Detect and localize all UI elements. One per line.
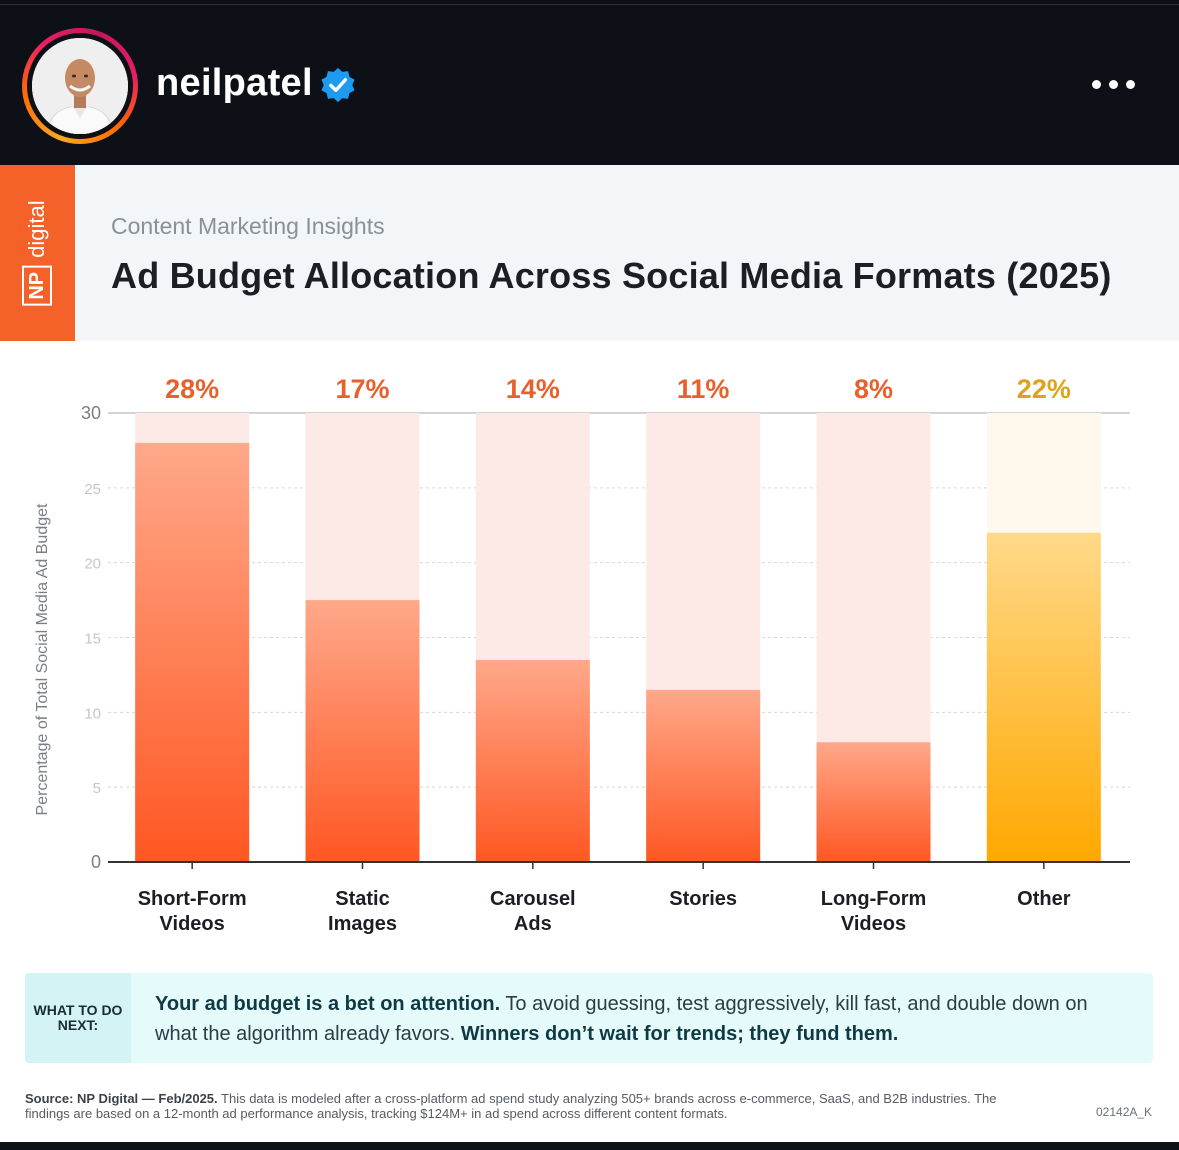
callout-bold-1: Your ad budget is a bet on attention. — [155, 993, 501, 1015]
source-bold: Source: NP Digital — Feb/2025. — [25, 1091, 218, 1106]
chart-subtitle: Content Marketing Insights — [111, 213, 385, 239]
x-tick-label: Images — [328, 913, 397, 935]
y-tick-label: 0 — [91, 852, 101, 872]
story-ring[interactable] — [22, 28, 138, 144]
infographic-card: NP digital Content Marketing Insights Ad… — [0, 165, 1179, 1142]
data-label: 22% — [1017, 374, 1071, 404]
data-label: 14% — [506, 374, 560, 404]
source-text: This data is modeled after a cross-platf… — [25, 1091, 997, 1121]
callout-bold-2: Winners don’t wait for trends; they fund… — [460, 1023, 899, 1045]
bar — [305, 600, 420, 862]
y-axis-label: Percentage of Total Social Media Ad Budg… — [34, 503, 51, 815]
callout-body: To avoid guessing, test aggressively, ki… — [155, 993, 1088, 1045]
bar-chart-svg: 0 5 10 15 20 25 30 Percentage of Total Social M… — [34, 374, 1130, 935]
post-header: neilpatel — [0, 0, 1179, 165]
x-tick-label: Videos — [160, 913, 225, 935]
infographic-header: NP digital Content Marketing Insights Ad… — [0, 165, 1179, 341]
data-label: 11% — [677, 374, 730, 404]
y-tick-label: 20 — [84, 556, 101, 573]
avatar[interactable] — [32, 38, 128, 134]
y-tick-label: 30 — [81, 403, 101, 423]
data-label: 28% — [165, 374, 219, 404]
x-tick-label: Stories — [669, 888, 737, 910]
username[interactable]: neilpatel — [156, 62, 313, 104]
x-tick-label: Static — [335, 888, 389, 910]
x-tick-label: Ads — [514, 913, 552, 935]
y-tick-label: 10 — [84, 705, 101, 722]
x-tick-label: Carousel — [490, 888, 576, 910]
more-options-button[interactable] — [1083, 68, 1143, 100]
bar — [646, 689, 761, 862]
y-tick-label: 25 — [84, 481, 101, 498]
reference-code: 02142A_K — [1096, 1105, 1153, 1119]
callout-text: Your ad budget is a bet on attention. To… — [155, 989, 1135, 1049]
avatar-person-icon — [32, 38, 128, 134]
dot-icon — [1091, 79, 1101, 89]
y-tick-label: 15 — [84, 631, 101, 648]
bar — [135, 442, 250, 862]
x-tick-label: Long-Form — [821, 888, 927, 910]
logo-word: digital — [24, 200, 49, 258]
x-tick-label: Other — [1017, 888, 1071, 910]
bar — [475, 659, 590, 862]
chart-title: Ad Budget Allocation Across Social Media… — [111, 255, 1112, 296]
x-tick-label: Short-Form — [138, 888, 247, 910]
next-steps-callout: WHAT TO DO NEXT: Your ad budget is a bet… — [25, 973, 1153, 1063]
logo-np-box: NP — [22, 265, 52, 306]
dot-icon — [1125, 79, 1135, 89]
bar-chart: 0 5 10 15 20 25 30 Percentage of Total Social M… — [0, 341, 1179, 941]
verified-badge-icon — [321, 67, 355, 103]
bar — [816, 742, 931, 862]
data-label: 8% — [854, 374, 893, 404]
x-tick-label: Videos — [841, 913, 906, 935]
source-note: Source: NP Digital — Feb/2025. This data… — [25, 1091, 1035, 1121]
bar — [986, 532, 1101, 862]
top-divider — [0, 4, 1179, 5]
callout-label: WHAT TO DO NEXT: — [25, 973, 131, 1063]
np-digital-logo: NP digital — [0, 165, 75, 341]
dot-icon — [1108, 79, 1118, 89]
y-tick-label: 5 — [93, 780, 101, 797]
data-label: 17% — [335, 374, 389, 404]
